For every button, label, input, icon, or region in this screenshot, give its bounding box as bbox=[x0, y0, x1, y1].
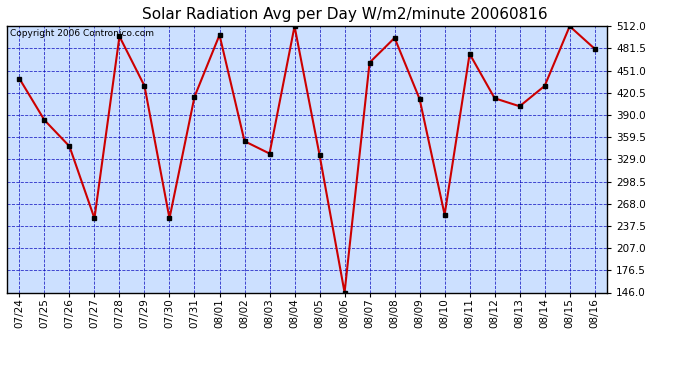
Text: Copyright 2006 Contronico.com: Copyright 2006 Contronico.com bbox=[10, 29, 154, 38]
Text: Solar Radiation Avg per Day W/m2/minute 20060816: Solar Radiation Avg per Day W/m2/minute … bbox=[142, 8, 548, 22]
